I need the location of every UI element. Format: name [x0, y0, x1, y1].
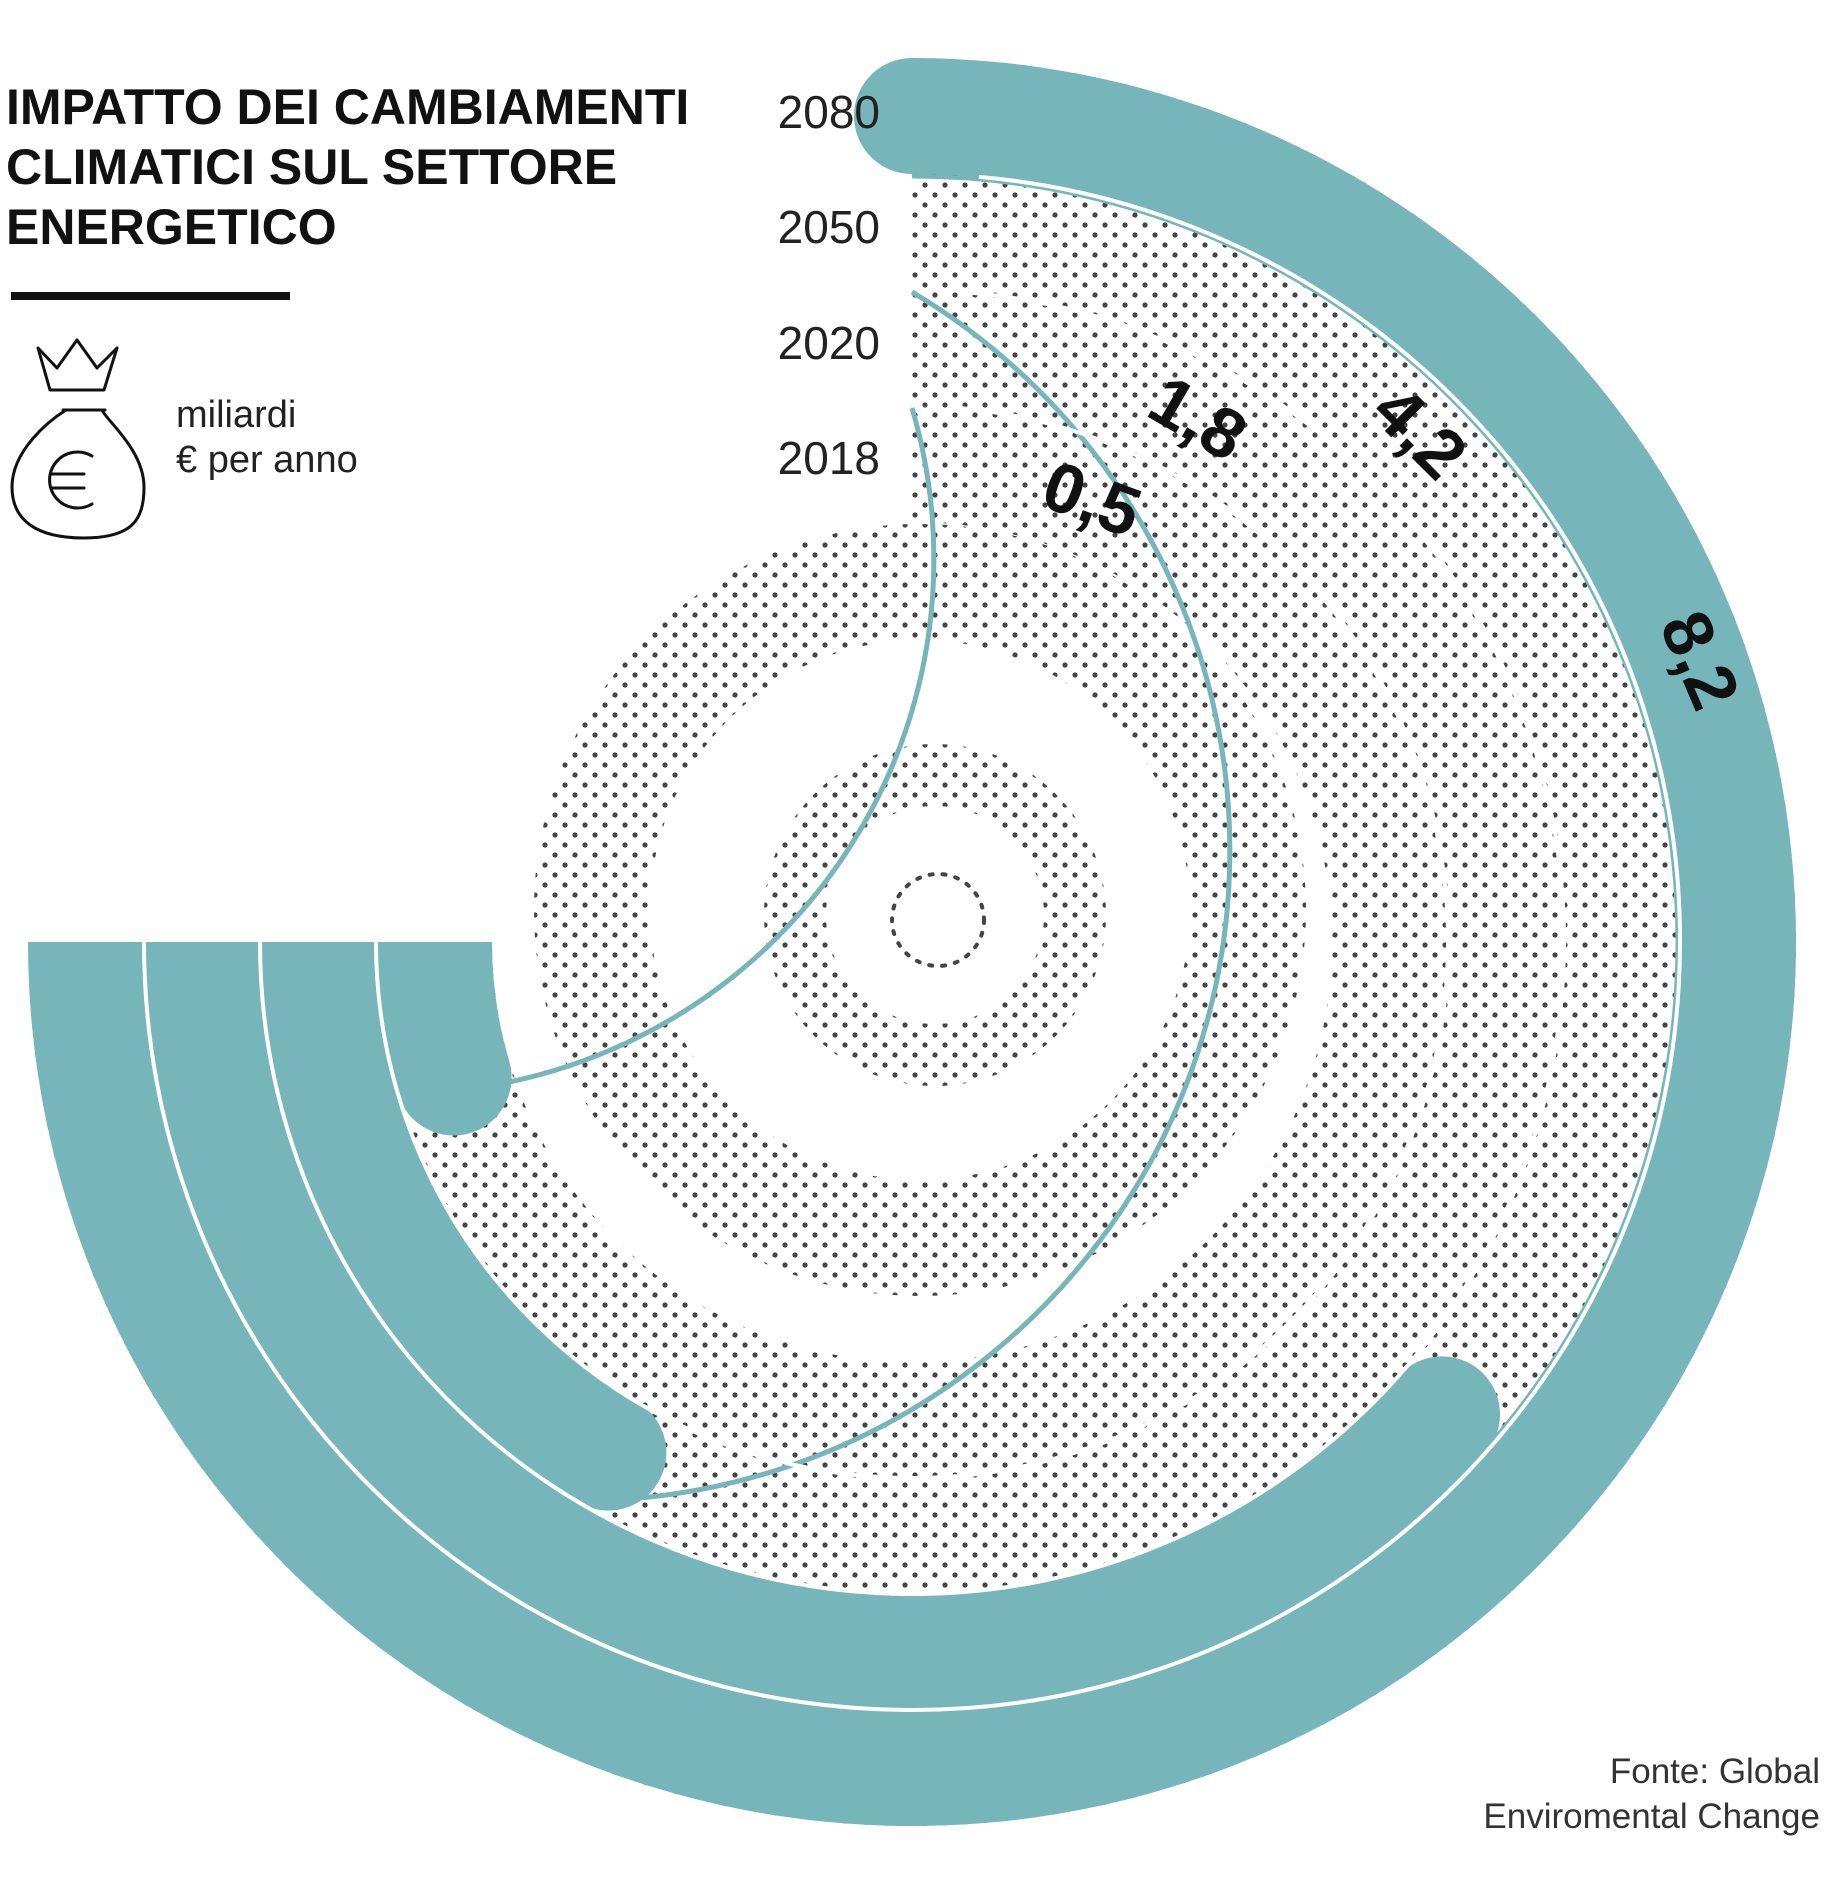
source-line-1: Fonte: Global — [1610, 1752, 1820, 1791]
ring-bar-2020 — [259, 942, 667, 1511]
ring-separator-2020 — [374, 406, 1450, 1480]
year-labels: 2080 2050 2020 2018 — [778, 86, 880, 484]
year-label-2018: 2018 — [778, 432, 880, 484]
unit-label-line-2: € per anno — [176, 439, 358, 481]
year-label-2080: 2080 — [778, 86, 880, 138]
title-line-3: ENERGETICO — [6, 199, 337, 255]
chart-title: IMPATTO DEI CAMBIAMENTI CLIMATICI SUL SE… — [6, 79, 689, 255]
year-label-2050: 2050 — [778, 201, 880, 253]
ring-edge-2050 — [911, 173, 1681, 1454]
unit-label-line-1: miliardi — [176, 394, 296, 436]
ring-edge-2020 — [579, 289, 1233, 1504]
title-line-2: CLIMATICI SUL SETTORE — [6, 139, 617, 195]
ring-separator-2050 — [258, 290, 1566, 1596]
title-line-1: IMPATTO DEI CAMBIAMENTI — [6, 79, 689, 135]
year-label-2020: 2020 — [778, 317, 880, 369]
source-line-2: Enviromental Change — [1483, 1797, 1820, 1836]
money-bag-euro-icon — [10, 338, 146, 540]
ring-bar-2050 — [144, 942, 1501, 1710]
ring-separator-2080 — [142, 174, 1682, 1712]
title-underline — [11, 292, 290, 300]
ring-edge-2018 — [399, 407, 937, 1096]
chart-rings — [28, 58, 1796, 1826]
